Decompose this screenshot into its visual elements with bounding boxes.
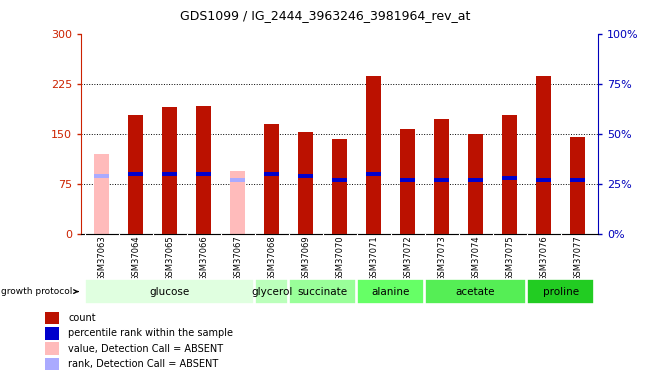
- Bar: [45, 358, 60, 370]
- FancyBboxPatch shape: [527, 279, 594, 304]
- Bar: [196, 172, 211, 176]
- Bar: [45, 327, 60, 340]
- Bar: [332, 140, 347, 234]
- Text: GSM37071: GSM37071: [369, 236, 378, 281]
- Text: count: count: [68, 313, 96, 323]
- Bar: [128, 172, 143, 176]
- Text: GSM37070: GSM37070: [335, 236, 344, 281]
- Text: proline: proline: [543, 286, 578, 297]
- Bar: [502, 116, 517, 234]
- Bar: [366, 76, 382, 234]
- Text: succinate: succinate: [298, 286, 348, 297]
- Bar: [468, 134, 483, 234]
- Text: GSM37077: GSM37077: [573, 236, 582, 281]
- Text: GSM37068: GSM37068: [267, 236, 276, 281]
- Bar: [264, 172, 280, 176]
- FancyBboxPatch shape: [289, 279, 356, 304]
- Bar: [45, 312, 60, 324]
- Bar: [366, 172, 382, 176]
- Bar: [264, 124, 280, 234]
- Bar: [45, 342, 60, 355]
- Text: GSM37064: GSM37064: [131, 236, 140, 281]
- Bar: [298, 174, 313, 178]
- Bar: [400, 178, 415, 182]
- Text: GSM37074: GSM37074: [471, 236, 480, 281]
- Text: GSM37065: GSM37065: [165, 236, 174, 281]
- Text: GSM37073: GSM37073: [437, 236, 446, 281]
- Bar: [536, 178, 551, 182]
- Bar: [94, 154, 109, 234]
- Text: GSM37072: GSM37072: [403, 236, 412, 281]
- Bar: [400, 129, 415, 234]
- Bar: [298, 132, 313, 234]
- Bar: [162, 107, 177, 234]
- Bar: [570, 137, 585, 234]
- Text: GDS1099 / IG_2444_3963246_3981964_rev_at: GDS1099 / IG_2444_3963246_3981964_rev_at: [180, 9, 470, 22]
- Text: GSM37075: GSM37075: [505, 236, 514, 281]
- FancyBboxPatch shape: [255, 279, 288, 304]
- Text: alanine: alanine: [371, 286, 410, 297]
- Bar: [434, 178, 449, 182]
- Text: GSM37066: GSM37066: [199, 236, 208, 281]
- Text: GSM37063: GSM37063: [97, 236, 106, 281]
- Bar: [196, 106, 211, 234]
- Bar: [230, 171, 245, 234]
- Text: glycerol: glycerol: [251, 286, 292, 297]
- Bar: [536, 76, 551, 234]
- Bar: [502, 176, 517, 180]
- Text: glucose: glucose: [150, 286, 190, 297]
- Text: value, Detection Call = ABSENT: value, Detection Call = ABSENT: [68, 344, 224, 354]
- Text: GSM37069: GSM37069: [301, 236, 310, 281]
- Bar: [230, 178, 245, 182]
- Bar: [94, 174, 109, 178]
- Text: percentile rank within the sample: percentile rank within the sample: [68, 328, 233, 338]
- Text: GSM37067: GSM37067: [233, 236, 242, 281]
- Bar: [570, 178, 585, 182]
- Text: rank, Detection Call = ABSENT: rank, Detection Call = ABSENT: [68, 359, 218, 369]
- Text: GSM37076: GSM37076: [539, 236, 548, 281]
- FancyBboxPatch shape: [85, 279, 254, 304]
- Bar: [468, 178, 483, 182]
- FancyBboxPatch shape: [425, 279, 526, 304]
- Bar: [332, 178, 347, 182]
- Bar: [128, 116, 143, 234]
- Bar: [162, 172, 177, 176]
- Text: acetate: acetate: [456, 286, 495, 297]
- Text: growth protocol: growth protocol: [1, 287, 78, 296]
- Bar: [434, 119, 449, 234]
- FancyBboxPatch shape: [358, 279, 424, 304]
